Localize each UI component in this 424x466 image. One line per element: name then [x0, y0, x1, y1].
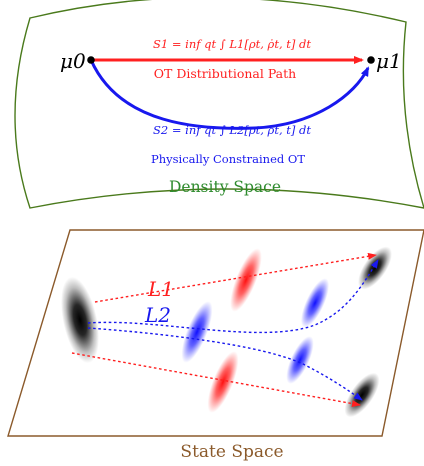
- mu0-label: μ0: [60, 49, 86, 73]
- density-space-surface: [14, 0, 424, 209]
- red-intermediate-blob-top: [230, 248, 262, 312]
- blue-trajectory-upper: [87, 259, 379, 334]
- lagrangian-2-label: L2: [144, 303, 171, 327]
- formula-s1: S1 = inf qt ∫ L1[ρt, ρ̇t, t] dt: [153, 37, 311, 51]
- target-density-blob-bottom: [344, 372, 380, 418]
- blue-intermediate-blob-bottom-right: [286, 336, 314, 384]
- blue-intermediate-blob-left: [181, 301, 213, 363]
- mu0-point: [87, 56, 95, 64]
- lagrangian-1-label: L1: [147, 277, 174, 301]
- mu1-label: μ1: [376, 49, 402, 73]
- source-density-blob: [61, 276, 99, 364]
- mu1-point: [367, 56, 375, 64]
- red-trajectory-upper: [94, 252, 377, 303]
- red-intermediate-blob-bottom: [207, 351, 239, 413]
- blue-trajectory-lower: [87, 327, 363, 401]
- target-density-blob-top: [358, 246, 392, 290]
- state-space-label: State Space: [180, 442, 283, 462]
- density-space-label: Density Space: [169, 178, 281, 196]
- ot-path-label: OT Distributional Path: [154, 66, 296, 81]
- state-space-plane: [7, 229, 424, 437]
- formula-s2: S2 = inf qt ∫ L2[ρt, ρ̇t, t] dt: [153, 123, 311, 137]
- constrained-path-label: Physically Constrained OT: [151, 152, 305, 166]
- physically-constrained-path-arrow: [89, 59, 370, 130]
- blue-intermediate-blob-top-right: [300, 278, 330, 328]
- red-trajectory-lower: [71, 352, 361, 408]
